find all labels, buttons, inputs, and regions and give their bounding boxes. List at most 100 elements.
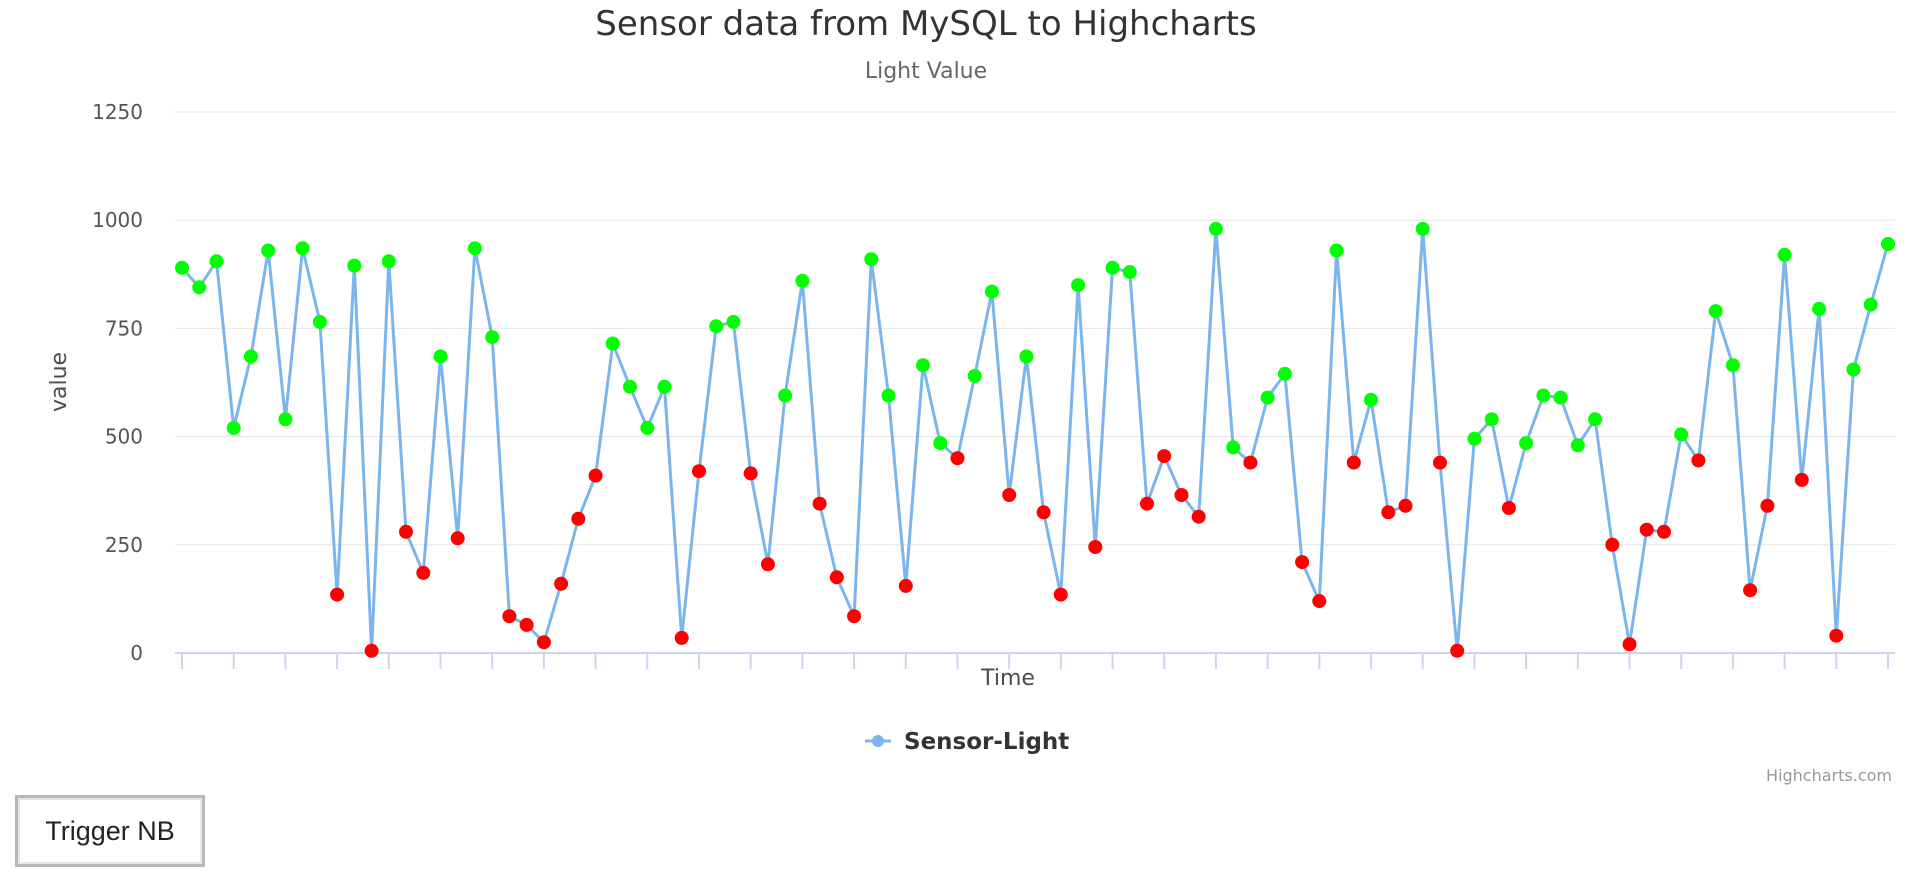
data-point[interactable] bbox=[1105, 260, 1120, 275]
data-point[interactable] bbox=[209, 254, 224, 269]
data-point[interactable] bbox=[416, 565, 431, 580]
data-point[interactable] bbox=[1725, 358, 1740, 373]
data-point[interactable] bbox=[898, 578, 913, 593]
data-point[interactable] bbox=[381, 254, 396, 269]
data-point[interactable] bbox=[1794, 472, 1809, 487]
data-point[interactable] bbox=[1588, 412, 1603, 427]
data-point[interactable] bbox=[1777, 247, 1792, 262]
data-point[interactable] bbox=[760, 557, 775, 572]
data-point[interactable] bbox=[1381, 505, 1396, 520]
data-point[interactable] bbox=[1226, 440, 1241, 455]
data-point[interactable] bbox=[829, 570, 844, 585]
data-point[interactable] bbox=[1329, 243, 1344, 258]
data-point[interactable] bbox=[1536, 388, 1551, 403]
data-point[interactable] bbox=[1398, 498, 1413, 513]
data-point[interactable] bbox=[640, 420, 655, 435]
data-point[interactable] bbox=[278, 412, 293, 427]
data-point[interactable] bbox=[1743, 583, 1758, 598]
data-point[interactable] bbox=[1243, 455, 1258, 470]
data-point[interactable] bbox=[692, 464, 706, 479]
data-point[interactable] bbox=[1295, 555, 1310, 570]
data-point[interactable] bbox=[1622, 637, 1637, 652]
data-point[interactable] bbox=[433, 349, 448, 364]
data-point[interactable] bbox=[1433, 455, 1447, 470]
data-point[interactable] bbox=[364, 643, 379, 658]
data-point[interactable] bbox=[812, 496, 827, 511]
data-point[interactable] bbox=[916, 358, 930, 373]
data-point[interactable] bbox=[1760, 498, 1775, 513]
data-point[interactable] bbox=[312, 314, 327, 329]
data-point[interactable] bbox=[1553, 390, 1568, 405]
data-point[interactable] bbox=[864, 252, 879, 267]
data-point[interactable] bbox=[1122, 265, 1137, 280]
data-point[interactable] bbox=[1484, 412, 1499, 427]
data-point[interactable] bbox=[795, 273, 810, 288]
data-point[interactable] bbox=[743, 466, 758, 481]
legend[interactable]: Sensor-Light bbox=[865, 729, 1069, 755]
data-point[interactable] bbox=[399, 524, 413, 539]
data-point[interactable] bbox=[1019, 349, 1034, 364]
data-point[interactable] bbox=[1708, 304, 1723, 319]
data-point[interactable] bbox=[467, 241, 482, 256]
data-point[interactable] bbox=[1570, 438, 1585, 453]
data-point[interactable] bbox=[1450, 643, 1465, 658]
data-point[interactable] bbox=[519, 617, 534, 632]
data-point[interactable] bbox=[1674, 427, 1689, 442]
data-point[interactable] bbox=[623, 379, 637, 394]
data-point[interactable] bbox=[1157, 449, 1172, 464]
data-point[interactable] bbox=[1501, 501, 1516, 515]
data-point[interactable] bbox=[1829, 628, 1844, 643]
data-point[interactable] bbox=[1639, 522, 1654, 537]
data-point[interactable] bbox=[1346, 455, 1361, 470]
data-point[interactable] bbox=[1605, 537, 1620, 552]
data-point[interactable] bbox=[1312, 594, 1327, 609]
data-point[interactable] bbox=[1364, 392, 1378, 407]
data-point[interactable] bbox=[554, 576, 569, 591]
data-point[interactable] bbox=[226, 420, 241, 435]
data-point[interactable] bbox=[571, 511, 586, 526]
data-point[interactable] bbox=[605, 336, 620, 351]
data-point[interactable] bbox=[192, 280, 207, 295]
credits-link[interactable]: Highcharts.com bbox=[1766, 766, 1892, 785]
data-point[interactable] bbox=[1467, 431, 1482, 446]
data-point[interactable] bbox=[485, 330, 500, 345]
data-point[interactable] bbox=[709, 319, 724, 334]
data-point[interactable] bbox=[1036, 505, 1051, 520]
data-point[interactable] bbox=[536, 635, 551, 650]
legend-item-sensor-light[interactable]: Sensor-Light bbox=[904, 729, 1069, 755]
data-point[interactable] bbox=[881, 388, 896, 403]
data-point[interactable] bbox=[984, 284, 999, 299]
data-point[interactable] bbox=[1140, 496, 1154, 511]
data-point[interactable] bbox=[1071, 278, 1086, 293]
data-point[interactable] bbox=[347, 258, 362, 273]
data-point[interactable] bbox=[502, 609, 517, 624]
data-point[interactable] bbox=[1002, 488, 1017, 502]
data-point[interactable] bbox=[1657, 524, 1671, 539]
data-point[interactable] bbox=[933, 436, 948, 451]
data-point[interactable] bbox=[295, 241, 310, 256]
data-point[interactable] bbox=[1208, 221, 1223, 236]
data-point[interactable] bbox=[1260, 390, 1275, 405]
data-point[interactable] bbox=[261, 243, 276, 258]
data-point[interactable] bbox=[1881, 237, 1895, 251]
data-point[interactable] bbox=[847, 609, 862, 624]
data-point[interactable] bbox=[1691, 453, 1706, 468]
data-point[interactable] bbox=[588, 468, 603, 483]
data-point[interactable] bbox=[1863, 297, 1878, 312]
data-point[interactable] bbox=[674, 630, 689, 645]
data-point[interactable] bbox=[330, 587, 345, 602]
data-point[interactable] bbox=[967, 369, 982, 383]
data-point[interactable] bbox=[726, 314, 741, 329]
data-point[interactable] bbox=[1415, 221, 1430, 236]
data-point[interactable] bbox=[1174, 488, 1189, 502]
data-point[interactable] bbox=[1519, 436, 1534, 451]
data-point[interactable] bbox=[1053, 587, 1068, 602]
data-point[interactable] bbox=[243, 349, 258, 364]
data-point[interactable] bbox=[778, 388, 793, 403]
data-point[interactable] bbox=[1846, 362, 1861, 377]
data-point[interactable] bbox=[657, 379, 672, 394]
data-point[interactable] bbox=[1088, 540, 1103, 554]
data-point[interactable] bbox=[1191, 509, 1206, 524]
data-point[interactable] bbox=[450, 531, 465, 546]
trigger-nb-button[interactable]: Trigger NB bbox=[15, 795, 205, 867]
